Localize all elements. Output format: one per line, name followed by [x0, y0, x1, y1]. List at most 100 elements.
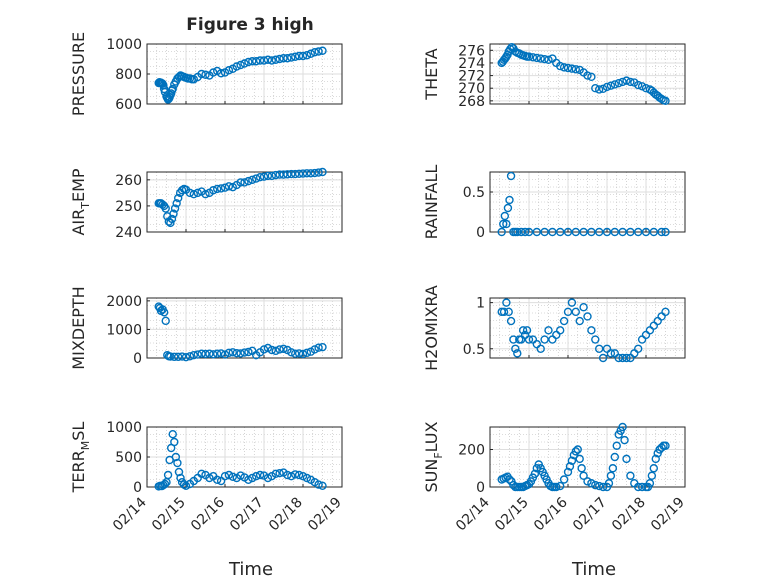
data-point	[205, 473, 214, 483]
data-point	[571, 447, 580, 456]
data-point	[279, 170, 288, 179]
data-point	[610, 80, 619, 89]
x-axis-label-right: Time	[571, 559, 616, 580]
data-point	[626, 471, 635, 480]
data-point	[657, 443, 666, 452]
data-point	[294, 169, 304, 179]
data-point	[255, 470, 265, 480]
subplot-terr-msl: 0 500 1000 TERRMSL 02/14 02/15 02/16 02/17 02/18…	[69, 420, 345, 534]
data-point	[661, 227, 670, 237]
data-point	[548, 227, 557, 237]
data-point	[567, 64, 577, 73]
data-point	[314, 480, 323, 489]
data-point	[255, 56, 265, 65]
data-point	[283, 54, 292, 63]
data-point	[212, 184, 222, 194]
y-tick-label: 200	[458, 443, 485, 459]
data-point	[181, 352, 191, 362]
figure-title: Figure 3 high	[186, 15, 314, 35]
data-point	[511, 344, 520, 353]
data-point	[524, 52, 534, 61]
data-point	[302, 473, 312, 483]
data-point	[232, 62, 241, 71]
data-point	[528, 53, 538, 62]
y-axis-label: MIXDEPTH	[69, 286, 88, 369]
data-point	[177, 352, 187, 361]
data-point	[614, 78, 623, 88]
data-point	[252, 57, 261, 66]
data-point	[306, 49, 315, 58]
data-point	[287, 169, 296, 179]
data-point	[571, 307, 580, 317]
data-point	[236, 60, 245, 70]
data-point	[532, 227, 541, 237]
data-point	[169, 209, 178, 218]
data-point	[587, 326, 596, 335]
data-point	[622, 76, 631, 85]
data-point	[224, 66, 234, 75]
data-point	[634, 344, 643, 353]
data-point	[506, 171, 516, 181]
data-point	[583, 477, 592, 486]
data-point	[168, 84, 177, 94]
data-point	[575, 454, 584, 464]
data-point	[224, 182, 234, 191]
data-point	[608, 464, 618, 473]
x-axis-label-left: Time	[228, 559, 273, 580]
data-point	[618, 77, 627, 87]
data-point	[263, 171, 273, 181]
data-point	[267, 56, 276, 65]
data-point	[173, 193, 183, 203]
data-point	[595, 227, 604, 237]
data-point	[294, 349, 304, 358]
data-point	[161, 316, 170, 326]
data-point	[236, 178, 245, 187]
data-point	[583, 71, 592, 80]
data-point	[544, 55, 553, 64]
data-point	[318, 342, 327, 352]
data-point	[228, 348, 238, 357]
data-point	[271, 170, 280, 180]
data-point	[279, 54, 288, 63]
data-point	[263, 473, 273, 483]
data-point	[602, 82, 612, 92]
data-point	[287, 472, 296, 481]
data-point	[298, 169, 308, 178]
data-point	[291, 52, 300, 61]
data-point	[649, 321, 658, 330]
data-point	[587, 72, 596, 82]
data-point	[591, 480, 600, 490]
data-point	[563, 467, 573, 477]
data-point	[583, 312, 592, 321]
data-point	[513, 349, 522, 358]
data-point	[559, 316, 569, 326]
data-point	[536, 344, 545, 353]
data-point	[567, 298, 577, 307]
data-point	[500, 211, 510, 221]
x-tick-label: 02/14	[453, 494, 493, 534]
y-tick-label: 0	[133, 480, 142, 496]
data-point	[252, 174, 261, 183]
data-point	[509, 335, 518, 344]
data-point	[602, 227, 612, 237]
data-point	[275, 345, 284, 354]
data-point	[532, 339, 541, 349]
data-point	[220, 350, 230, 359]
data-point	[216, 69, 226, 78]
data-point	[612, 441, 621, 450]
data-point	[575, 316, 584, 326]
data-point	[267, 171, 276, 181]
data-point	[559, 475, 569, 484]
data-point	[499, 307, 509, 317]
data-point	[212, 475, 222, 484]
data-point	[522, 326, 532, 335]
data-point	[216, 349, 226, 358]
data-point	[167, 214, 177, 224]
data-point	[497, 227, 506, 237]
data-point	[170, 204, 180, 213]
data-point	[518, 326, 528, 335]
data-point	[291, 470, 300, 479]
data-point	[170, 437, 179, 447]
